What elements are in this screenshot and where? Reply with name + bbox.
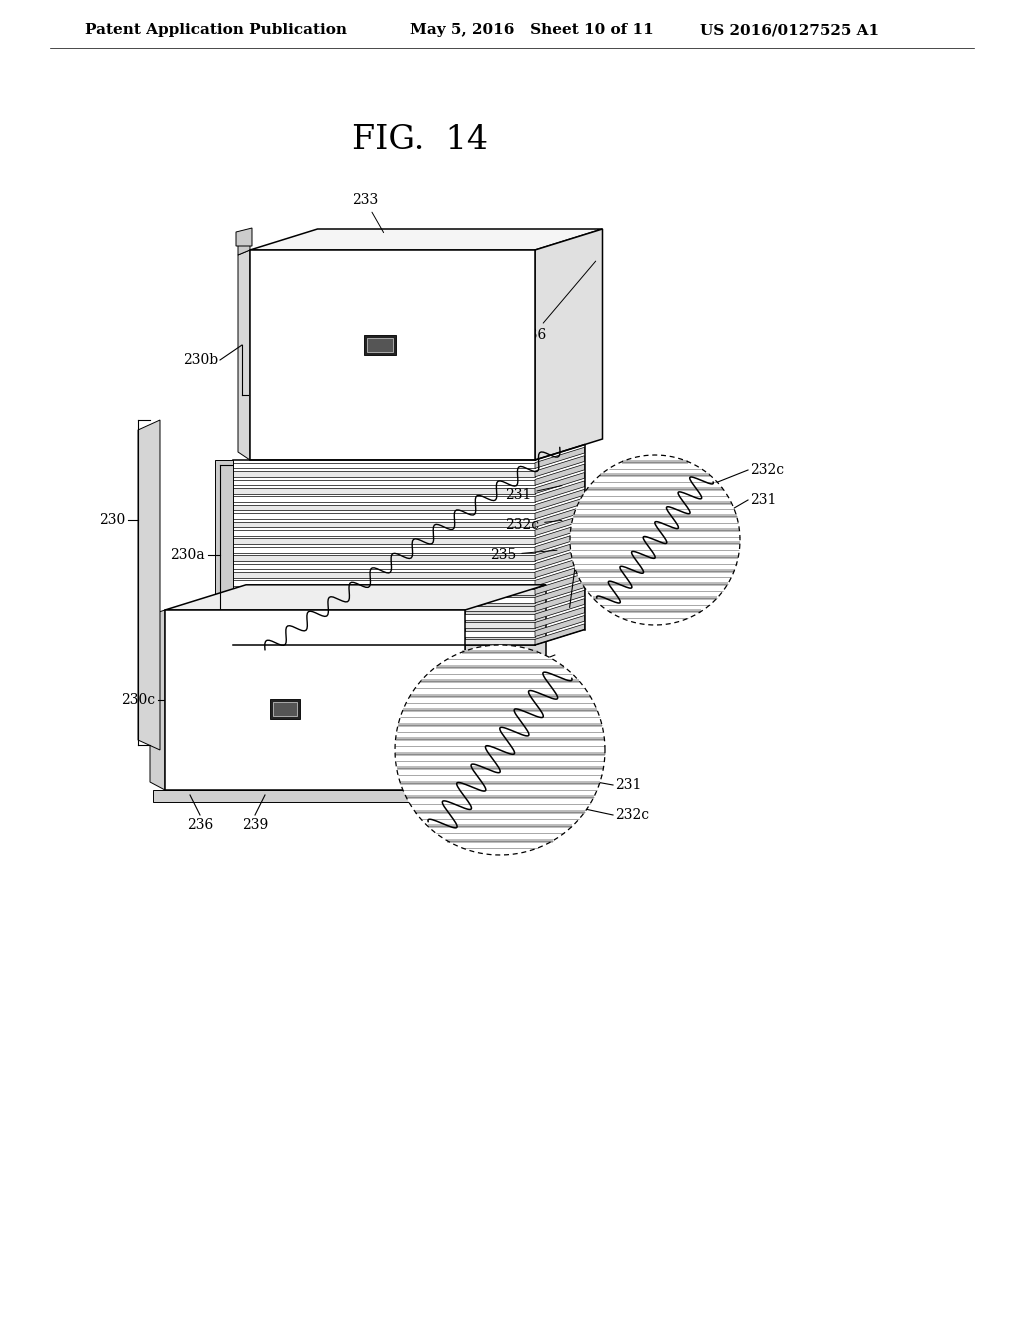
Text: US 2016/0127525 A1: US 2016/0127525 A1 [700,22,880,37]
Polygon shape [535,455,585,477]
Polygon shape [233,546,535,553]
Polygon shape [535,473,585,494]
Polygon shape [150,610,165,789]
Polygon shape [233,504,535,511]
Polygon shape [138,420,160,750]
Polygon shape [233,581,535,586]
Polygon shape [535,498,585,519]
Text: 230a: 230a [170,548,205,562]
Polygon shape [233,513,535,519]
Polygon shape [535,465,585,486]
Polygon shape [165,610,465,789]
Polygon shape [215,459,233,645]
Polygon shape [233,488,535,494]
Polygon shape [535,557,585,578]
Polygon shape [238,235,250,255]
Polygon shape [535,607,585,628]
Polygon shape [364,334,396,355]
Polygon shape [233,463,535,469]
Polygon shape [535,573,585,594]
Circle shape [395,645,605,855]
Polygon shape [535,532,585,553]
Polygon shape [233,539,535,544]
Polygon shape [165,585,546,610]
Polygon shape [233,471,535,477]
Polygon shape [535,615,585,636]
Text: 231: 231 [615,777,641,792]
Polygon shape [535,480,585,502]
Polygon shape [233,606,535,611]
Polygon shape [233,556,535,561]
Polygon shape [250,228,602,249]
Text: 232c: 232c [505,517,562,532]
Polygon shape [535,515,585,536]
Polygon shape [535,548,585,569]
Circle shape [570,455,740,624]
Polygon shape [233,479,535,486]
Polygon shape [233,564,535,569]
Text: 231: 231 [505,486,562,502]
Polygon shape [233,639,535,645]
Polygon shape [233,589,535,594]
Polygon shape [535,447,585,469]
Text: 231: 231 [750,492,776,507]
Text: Patent Application Publication: Patent Application Publication [85,22,347,37]
Polygon shape [535,506,585,527]
Polygon shape [270,700,300,719]
Polygon shape [165,764,546,789]
Polygon shape [535,540,585,561]
Polygon shape [233,572,535,578]
Text: 236: 236 [186,818,213,832]
Polygon shape [153,789,475,803]
Polygon shape [367,338,393,351]
Text: 239: 239 [242,818,268,832]
Polygon shape [233,614,535,620]
Polygon shape [233,521,535,527]
Polygon shape [535,523,585,544]
Text: 235: 235 [490,548,557,562]
Polygon shape [273,702,297,715]
Polygon shape [236,228,252,246]
Text: 232c: 232c [750,463,784,477]
Polygon shape [233,631,535,636]
Polygon shape [465,585,546,789]
Polygon shape [233,496,535,502]
Polygon shape [233,597,535,603]
Text: 236: 236 [520,261,596,342]
Text: FIG.  14: FIG. 14 [352,124,488,156]
Polygon shape [535,599,585,620]
Text: May 5, 2016   Sheet 10 of 11: May 5, 2016 Sheet 10 of 11 [410,22,653,37]
Polygon shape [250,249,535,459]
Text: 232c: 232c [615,808,649,822]
Polygon shape [233,529,535,536]
Text: 230c: 230c [121,693,155,708]
Text: 233: 233 [352,193,384,232]
Polygon shape [535,590,585,611]
Polygon shape [535,490,585,511]
Polygon shape [535,624,585,645]
Polygon shape [238,249,250,459]
Text: 230: 230 [98,513,125,527]
Polygon shape [535,582,585,603]
Polygon shape [535,565,585,586]
Text: 230b: 230b [183,352,218,367]
Polygon shape [233,623,535,628]
Polygon shape [535,228,602,459]
